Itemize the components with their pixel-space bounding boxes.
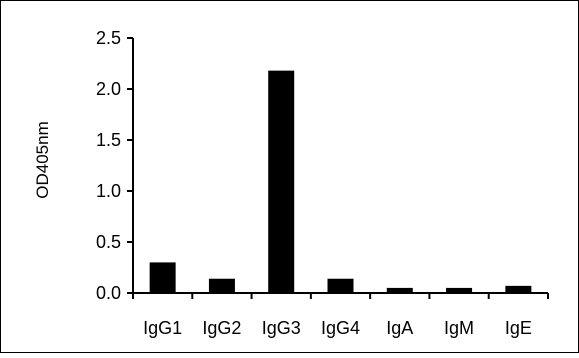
x-tick-label-igm: IgM [444,318,474,338]
x-tick-label-ige: IgE [505,318,532,338]
bar-igg4 [327,278,354,293]
x-tick-label-igg3: IgG3 [262,318,301,338]
bar-iga [386,287,413,293]
bar-igm [446,287,473,293]
y-tick-label: 1.5 [96,130,121,150]
y-tick-label: 0.0 [96,283,121,303]
bar-igg3 [268,70,295,293]
bar-ige [505,285,532,293]
y-axis-title: OD405nm [33,121,52,198]
y-tick-label: 2.5 [96,28,121,48]
x-axis: IgG1 IgG2 IgG3 IgG4 IgA IgM IgE [132,292,549,338]
bars-layer [149,70,532,293]
x-tick-label-igg2: IgG2 [202,318,241,338]
x-tick-label-igg1: IgG1 [143,318,182,338]
y-tick-label: 0.5 [96,232,121,252]
bar-igg1 [149,262,176,293]
y-tick-label: 2.0 [96,79,121,99]
y-axis: 0.0 0.5 1.0 1.5 2.0 2.5 [96,28,134,303]
x-tick-label-iga: IgA [386,318,413,338]
y-tick-label: 1.0 [96,181,121,201]
x-tick-label-igg4: IgG4 [321,318,360,338]
bar-igg2 [208,278,235,293]
